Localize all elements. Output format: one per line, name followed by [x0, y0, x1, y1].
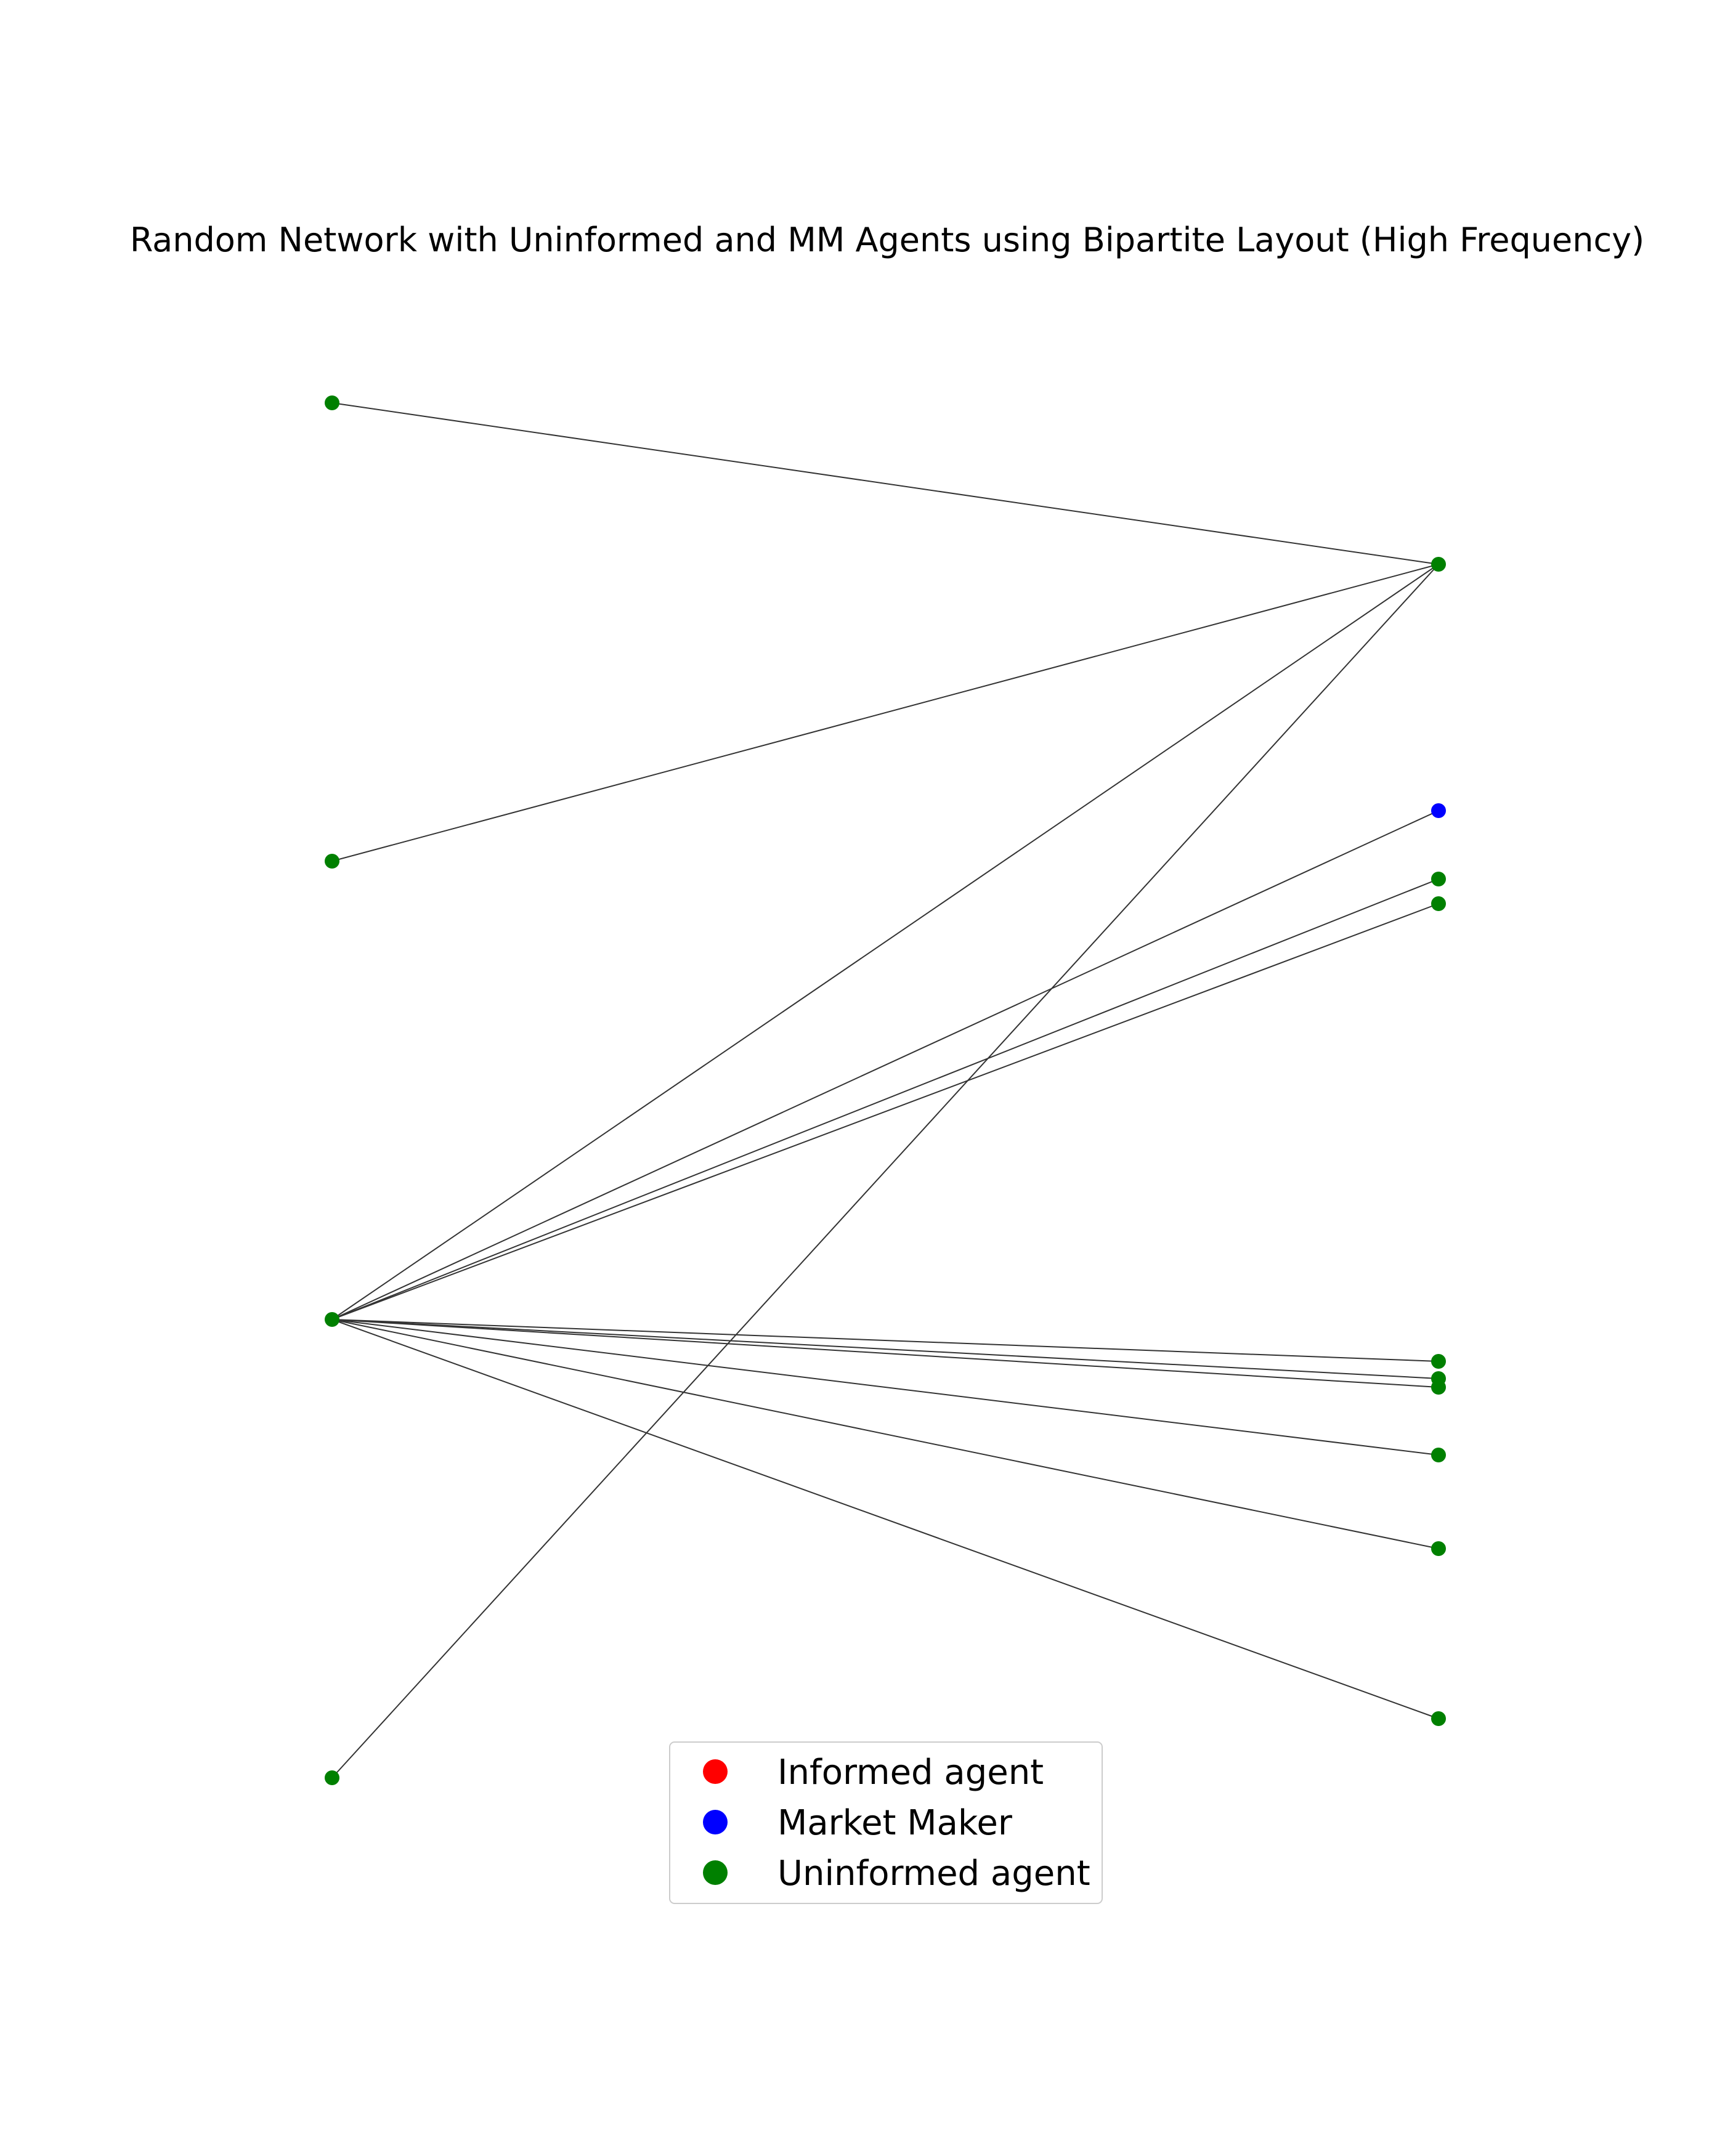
node-R7-uninformed — [1431, 1380, 1446, 1395]
legend-frame — [669, 1741, 1103, 1904]
node-R10-uninformed — [1431, 1711, 1446, 1726]
figure-title: Random Network with Uninformed and MM Ag… — [130, 221, 1644, 259]
edge-L3-R4 — [331, 903, 1439, 1320]
edge-L3-R8 — [331, 1319, 1439, 1456]
node-R1-uninformed — [1431, 557, 1446, 572]
edge-L3-R5 — [331, 1319, 1439, 1362]
legend-marker-informed — [703, 1759, 728, 1784]
legend: Informed agent Market Maker Uninformed age… — [669, 1741, 1103, 1904]
node-R9-uninformed — [1431, 1541, 1446, 1556]
node-R4-uninformed — [1431, 896, 1446, 911]
legend-label-market-maker: Market Maker — [777, 1803, 1013, 1843]
edge-L3-R10 — [331, 1319, 1439, 1719]
edge-L3-R6 — [331, 1319, 1439, 1379]
edges-layer — [331, 402, 1439, 1778]
node-L2-uninformed — [325, 854, 339, 869]
legend-marker-market-maker — [703, 1810, 728, 1834]
legend-label-uninformed: Uninformed agent — [777, 1854, 1090, 1894]
legend-marker-uninformed — [703, 1860, 728, 1885]
legend-label-informed: Informed agent — [777, 1753, 1044, 1793]
node-R5-uninformed — [1431, 1354, 1446, 1369]
edge-L4-R1 — [331, 564, 1439, 1778]
edge-L1-R1 — [331, 402, 1439, 565]
edge-L3-R9 — [331, 1319, 1439, 1549]
edge-L3-R2 — [331, 810, 1439, 1320]
node-L4-uninformed — [325, 1770, 339, 1785]
edge-L3-R3 — [331, 878, 1439, 1320]
edge-L3-R1 — [331, 564, 1439, 1320]
edge-L2-R1 — [331, 564, 1439, 862]
node-R8-uninformed — [1431, 1448, 1446, 1462]
node-L1-uninformed — [325, 395, 339, 410]
node-L3-uninformed — [325, 1312, 339, 1327]
legend-items: Informed agent Market Maker Uninformed age… — [703, 1753, 1090, 1894]
edge-L3-R7 — [331, 1319, 1439, 1388]
node-R2-market-maker — [1431, 803, 1446, 818]
nodes-layer — [325, 395, 1446, 1785]
node-R3-uninformed — [1431, 872, 1446, 886]
